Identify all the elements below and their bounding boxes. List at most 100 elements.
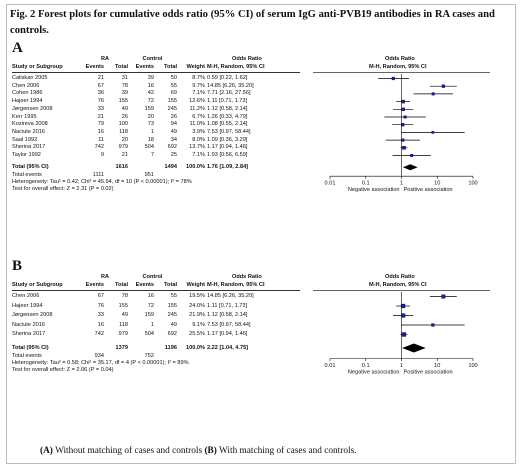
header-control: Control <box>142 56 163 62</box>
study-or-text: 1.11 [0.71, 1.73] <box>207 98 248 105</box>
study-ctrl-events: 39 <box>147 75 154 81</box>
study-weight: 8.0% <box>192 136 205 143</box>
study-or-text: 1.93 [0.56, 6.59] <box>207 152 248 158</box>
study-name: Chen 2006 <box>12 82 40 89</box>
header-or-method: M-H, Random, 95% CI <box>207 282 265 288</box>
study-ra-total: 26 <box>121 113 128 120</box>
study-ra-total: 118 <box>119 128 128 135</box>
header-ra: RA <box>100 56 110 62</box>
caption-b-text: With matching of cases and controls. <box>219 446 357 456</box>
study-name: Taylor 1992 <box>12 152 41 158</box>
overall-effect-text: Test for overall effect: Z = 2.31 (P = 0… <box>12 185 114 192</box>
study-ra-total: 118 <box>119 321 128 328</box>
study-or-text: 7.53 [0.97, 58.44] <box>207 128 251 135</box>
study-ctrl-events: 1 <box>150 128 154 135</box>
study-ctrl-total: 245 <box>167 312 177 318</box>
study-weight: 9.7% <box>192 82 205 89</box>
header-odds-ratio: Odds Ratio <box>232 56 262 62</box>
study-ra-total: 21 <box>121 152 128 158</box>
panel-a-label: A <box>12 40 23 56</box>
total-events-ctrl: 951 <box>144 171 154 178</box>
study-ra-total: 49 <box>121 105 128 112</box>
study-name: Kerr 1995 <box>12 113 37 120</box>
study-ctrl-events: 7 <box>150 152 154 158</box>
study-ra-total: 20 <box>121 136 128 143</box>
total-label: Total (95% CI) <box>12 344 49 351</box>
study-weight: 11.2% <box>189 105 205 112</box>
study-ctrl-total: 55 <box>170 293 177 299</box>
study-ra-events: 36 <box>97 90 104 97</box>
study-ctrl-events: 16 <box>147 82 154 89</box>
study-or-text: 1.08 [0.55, 2.14] <box>207 121 248 128</box>
study-ctrl-total: 692 <box>167 144 177 151</box>
study-ctrl-total: 55 <box>170 82 177 89</box>
study-name: Naciute 2016 <box>12 128 45 135</box>
figure-caption: (A) Without matching of cases and contro… <box>40 446 357 456</box>
study-ctrl-total: 692 <box>167 331 177 337</box>
study-ra-total: 155 <box>118 98 128 105</box>
study-name: Sherina 2017 <box>12 331 46 337</box>
study-weight: 7.1% <box>192 90 205 97</box>
study-or-text: 1.12 [0.58, 2.14] <box>207 105 248 112</box>
study-weight: 9.1% <box>192 321 205 328</box>
study-ra-events: 21 <box>97 113 104 120</box>
header-ctrl-total: Total <box>164 64 177 70</box>
study-ctrl-events: 16 <box>147 293 154 299</box>
study-weight: 11.0% <box>189 121 205 128</box>
study-ctrl-events: 159 <box>144 105 154 112</box>
figure-frame <box>6 4 516 464</box>
study-ctrl-events: 73 <box>147 121 154 128</box>
study-ra-events: 9 <box>100 152 104 158</box>
study-ra-total: 49 <box>121 312 128 318</box>
study-ra-events: 742 <box>94 331 104 337</box>
study-name: Naciute 2016 <box>12 321 45 328</box>
study-ra-events: 11 <box>98 136 104 143</box>
figure-title: Fig. 2 Forest plots for cumulative odds … <box>10 9 495 36</box>
study-ra-events: 67 <box>97 82 104 89</box>
study-ra-total: 155 <box>118 302 128 309</box>
study-name: Hajeer 1994 <box>12 302 43 309</box>
study-ctrl-events: 72 <box>147 98 154 105</box>
study-ctrl-events: 504 <box>144 331 154 337</box>
total-events-ctrl: 752 <box>144 352 154 359</box>
header-plot-odds-ratio: Odds Ratio <box>385 56 415 62</box>
study-name: Kozireva 2008 <box>12 121 48 128</box>
caption-a-text: Without matching of cases and controls <box>55 446 203 456</box>
header-plot-odds-ratio: Odds Ratio <box>385 274 415 280</box>
header-ra-total: Total <box>115 64 128 70</box>
study-ra-total: 100 <box>118 121 128 128</box>
study-ctrl-total: 49 <box>170 321 177 328</box>
study-ra-events: 33 <box>97 105 104 112</box>
header-odds-ratio: Odds Ratio <box>232 274 262 280</box>
total-or: 1.76 [1.09, 2.84] <box>207 163 249 170</box>
study-or-text: 14.85 [6.26, 35.20] <box>207 293 254 299</box>
study-name: Sherina 2017 <box>12 144 46 151</box>
study-name: Caliskan 2005 <box>12 75 48 81</box>
study-weight: 25.5% <box>189 331 205 337</box>
study-ctrl-events: 18 <box>147 136 154 143</box>
study-ra-total: 39 <box>121 90 128 97</box>
header-plot-method: M-H, Random, 95% CI <box>369 282 427 288</box>
header-ra-total: Total <box>115 282 128 288</box>
header-ctrl-total: Total <box>164 282 177 288</box>
study-ctrl-events: 1 <box>150 321 154 328</box>
study-weight: 19.5% <box>189 293 205 299</box>
header-study: Study or Subgroup <box>12 282 63 288</box>
study-ctrl-total: 34 <box>170 136 177 143</box>
study-ra-events: 76 <box>97 98 104 105</box>
study-ctrl-events: 42 <box>147 90 154 97</box>
study-weight: 6.7% <box>192 113 205 120</box>
header-weight: Weight <box>186 282 205 288</box>
total-ra: 1616 <box>115 163 128 170</box>
study-ra-total: 979 <box>118 144 128 151</box>
study-name: Chen 2006 <box>12 293 40 299</box>
total-ra: 1379 <box>115 344 128 351</box>
study-name: Jørgensen 2008 <box>12 312 53 318</box>
header-ra-events: Events <box>85 282 104 288</box>
study-or-text: 7.53 [0.97, 58.44] <box>207 321 251 328</box>
study-ctrl-events: 504 <box>144 144 154 151</box>
study-ra-events: 76 <box>97 302 104 309</box>
study-ctrl-total: 25 <box>170 152 177 158</box>
study-or-text: 1.12 [0.58, 2.14] <box>207 312 248 318</box>
study-ctrl-total: 49 <box>170 128 177 135</box>
